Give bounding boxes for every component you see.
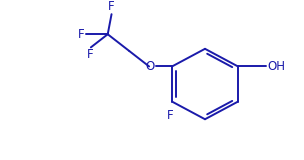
Text: O: O — [146, 60, 155, 73]
Text: F: F — [87, 48, 93, 61]
Text: F: F — [167, 109, 173, 122]
Text: OH: OH — [267, 60, 285, 73]
Text: F: F — [78, 28, 85, 41]
Text: F: F — [108, 0, 115, 13]
